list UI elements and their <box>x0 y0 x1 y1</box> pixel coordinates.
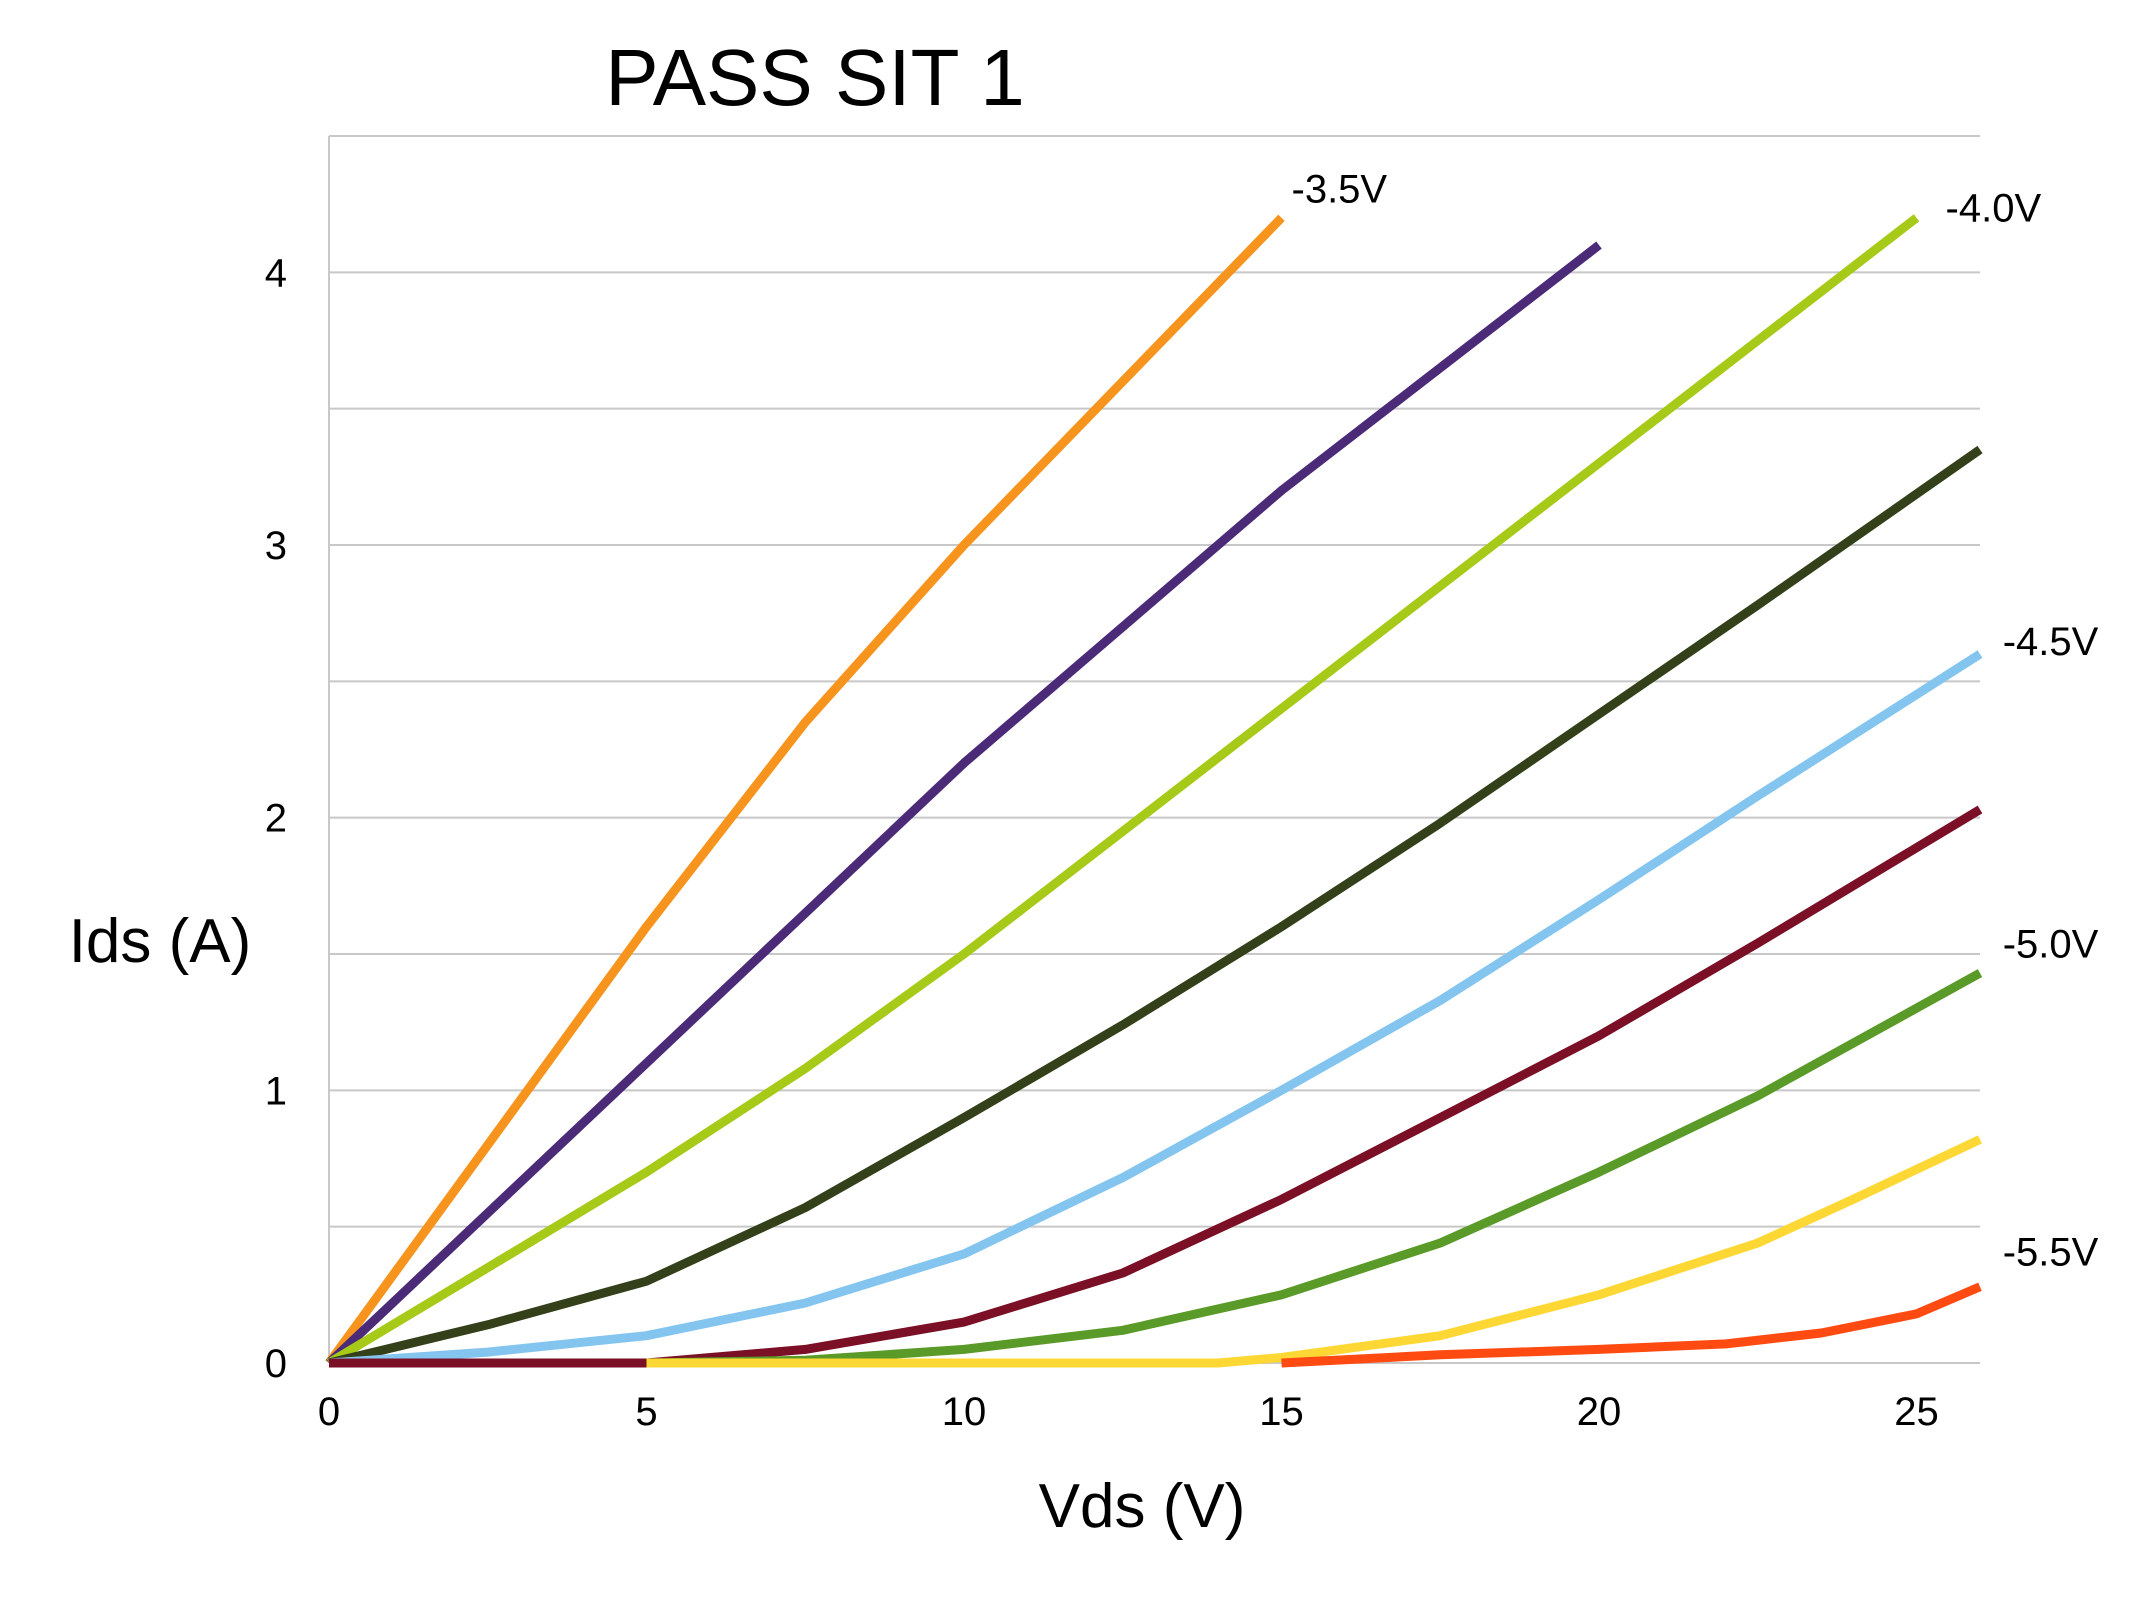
x-tick-label: 10 <box>942 1390 987 1434</box>
series-line-4 <box>327 445 1983 1368</box>
chart-title: PASS SIT 1 <box>605 33 1024 122</box>
series-line-3 <box>326 214 1920 1367</box>
series-lines <box>325 214 1983 1368</box>
x-tick-label: 0 <box>318 1390 340 1434</box>
gridlines <box>329 135 1980 1228</box>
y-tick-labels: 0 1 2 3 4 <box>265 251 287 1386</box>
y-tick-label: 1 <box>265 1069 287 1113</box>
series-line-1 <box>325 214 1285 1366</box>
series-label: -5.5V <box>2003 1231 2099 1275</box>
y-tick-label: 3 <box>265 524 287 568</box>
series-label: -3.5V <box>1292 167 1388 211</box>
series-line-7 <box>646 969 1983 1368</box>
series-line-6 <box>329 805 1983 1368</box>
x-tick-label: 25 <box>1894 1390 1939 1434</box>
y-tick-label: 0 <box>265 1342 287 1386</box>
series-label: -4.0V <box>1946 186 2042 230</box>
series-line-5 <box>328 650 1983 1368</box>
series-label: -4.5V <box>2003 620 2099 664</box>
x-tick-label: 5 <box>635 1390 657 1434</box>
x-axis-label: Vds (V) <box>1039 1472 1246 1541</box>
series-label: -5.0V <box>2003 923 2099 967</box>
series-line-9 <box>1281 1282 1982 1368</box>
axes <box>328 136 1980 1364</box>
x-tick-labels: 0 5 10 15 20 25 <box>318 1390 1939 1434</box>
series-annotations: -3.5V -4.0V -4.5V -5.0V -5.5V <box>1292 167 2099 1274</box>
series-line-2 <box>325 241 1602 1367</box>
y-tick-label: 4 <box>265 251 287 295</box>
y-tick-label: 2 <box>265 797 287 841</box>
x-tick-label: 15 <box>1259 1390 1304 1434</box>
series-line-8 <box>646 1135 1982 1368</box>
x-tick-label: 20 <box>1577 1390 1622 1434</box>
y-axis-label: Ids (A) <box>69 907 252 976</box>
